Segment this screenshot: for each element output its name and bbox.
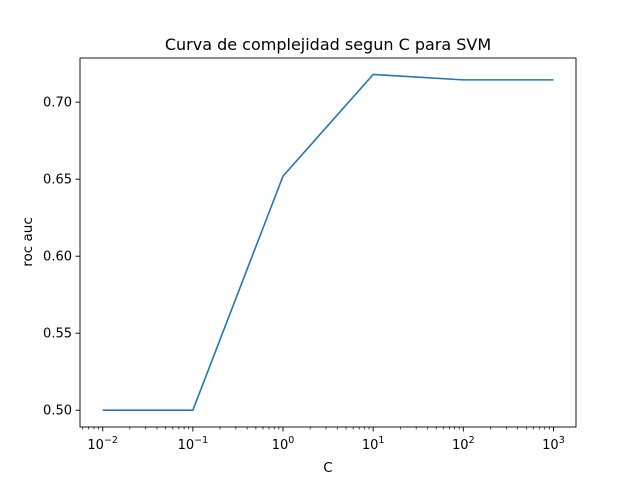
x-tick-label: 102: [452, 435, 475, 453]
x-tick-label: 101: [362, 435, 385, 453]
y-axis-label: roc auc: [20, 217, 36, 266]
x-axis-label: C: [323, 460, 332, 476]
chart-title: Curva de complejidad segun C para SVM: [165, 35, 491, 54]
series-line-0: [102, 73, 554, 412]
data-point: [192, 409, 194, 411]
y-tick-label: 0.65: [43, 173, 72, 188]
data-point: [282, 175, 284, 177]
plot-area: 10−2 10−1 100 101 102 103 0.50 0.55 0.60 0.65 0.70: [43, 57, 577, 453]
data-point: [372, 74, 374, 76]
y-tick-label: 0.50: [43, 404, 72, 419]
axes-frame: [79, 57, 577, 428]
y-tick-label: 0.70: [43, 96, 72, 111]
y-tick-label: 0.55: [43, 327, 72, 342]
x-tick-label: 10−1: [178, 435, 209, 453]
x-tick-label: 10−2: [87, 435, 118, 453]
x-tick-label: 103: [542, 435, 565, 453]
data-point: [102, 409, 104, 411]
y-tick-label: 0.60: [43, 250, 72, 265]
x-tick-label: 100: [272, 435, 295, 453]
data-point: [463, 79, 465, 81]
data-point: [553, 79, 555, 81]
